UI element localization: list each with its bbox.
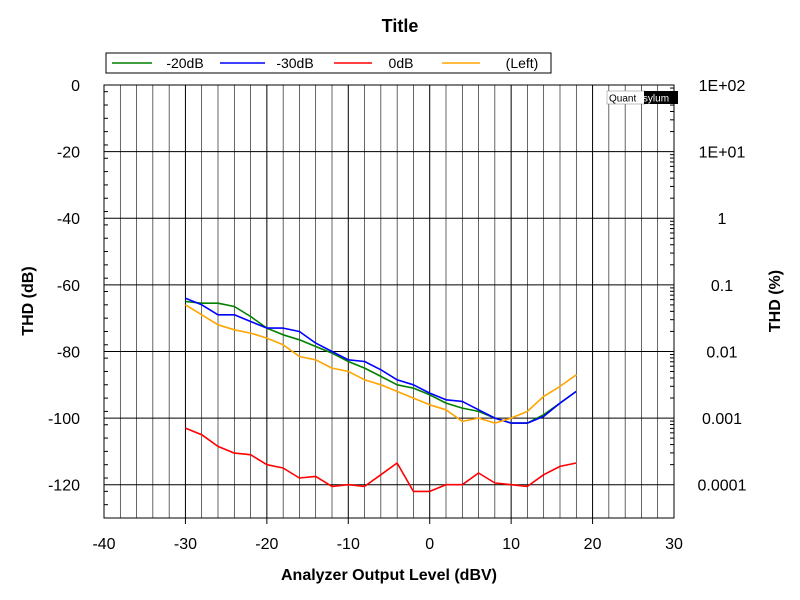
plot-border bbox=[103, 84, 675, 519]
plot-background bbox=[104, 85, 674, 518]
y-tick-label: -20 bbox=[57, 145, 80, 162]
y2-tick-label: 1E+01 bbox=[699, 145, 746, 162]
y2-axis-title: THD (%) bbox=[767, 270, 784, 332]
x-tick-label: 30 bbox=[665, 536, 683, 553]
y2-tick-label: 0.0001 bbox=[698, 478, 747, 495]
chart-title: Title bbox=[382, 16, 419, 36]
x-tick-labels: -40 -30 -20 -10 0 10 20 30 bbox=[92, 536, 683, 553]
major-gridlines bbox=[104, 85, 674, 518]
legend: -20dB -30dB 0dB (Left) bbox=[105, 52, 552, 74]
series-line bbox=[185, 297, 577, 424]
legend-label: -20dB bbox=[166, 55, 203, 71]
legend-label: (Left) bbox=[506, 55, 539, 71]
watermark-text: QuantAsylum bbox=[609, 94, 669, 105]
y-tick-label: 0 bbox=[71, 78, 80, 95]
y-tick-labels: 0 -20 -40 -60 -80 -100 -120 bbox=[48, 78, 80, 495]
tick-marks bbox=[104, 87, 674, 524]
legend-label: -30dB bbox=[276, 55, 313, 71]
y2-tick-label: 0.001 bbox=[702, 411, 742, 428]
y2-tick-label: 1E+02 bbox=[699, 78, 746, 95]
legend-box bbox=[105, 52, 552, 74]
y2-tick-label: 1 bbox=[718, 211, 727, 228]
y-tick-label: -100 bbox=[48, 411, 80, 428]
x-tick-label: 10 bbox=[502, 536, 520, 553]
x-axis-title: Analyzer Output Level (dBV) bbox=[281, 567, 497, 584]
y2-tick-labels: 1E+02 1E+01 1 0.1 0.01 0.001 0.0001 bbox=[698, 78, 747, 495]
x-tick-label: -20 bbox=[255, 536, 278, 553]
series-lines bbox=[184, 297, 577, 493]
series-line bbox=[185, 427, 577, 493]
x-tick-label: 20 bbox=[584, 536, 602, 553]
watermark-logo: QuantAsylum bbox=[606, 90, 678, 105]
series-line bbox=[184, 304, 577, 424]
x-tick-label: -30 bbox=[174, 536, 197, 553]
x-tick-label: 0 bbox=[425, 536, 434, 553]
y-tick-label: -60 bbox=[57, 278, 80, 295]
y-tick-label: -80 bbox=[57, 344, 80, 361]
x-tick-label: -40 bbox=[92, 536, 115, 553]
y-axis-title: THD (dB) bbox=[20, 266, 37, 335]
y-tick-label: -120 bbox=[48, 478, 80, 495]
y-tick-label: -40 bbox=[57, 211, 80, 228]
y2-tick-label: 0.1 bbox=[711, 278, 733, 295]
minor-gridlines bbox=[119, 85, 659, 518]
y2-tick-label: 0.01 bbox=[706, 344, 737, 361]
legend-label: 0dB bbox=[389, 55, 414, 71]
x-tick-label: -10 bbox=[337, 536, 360, 553]
